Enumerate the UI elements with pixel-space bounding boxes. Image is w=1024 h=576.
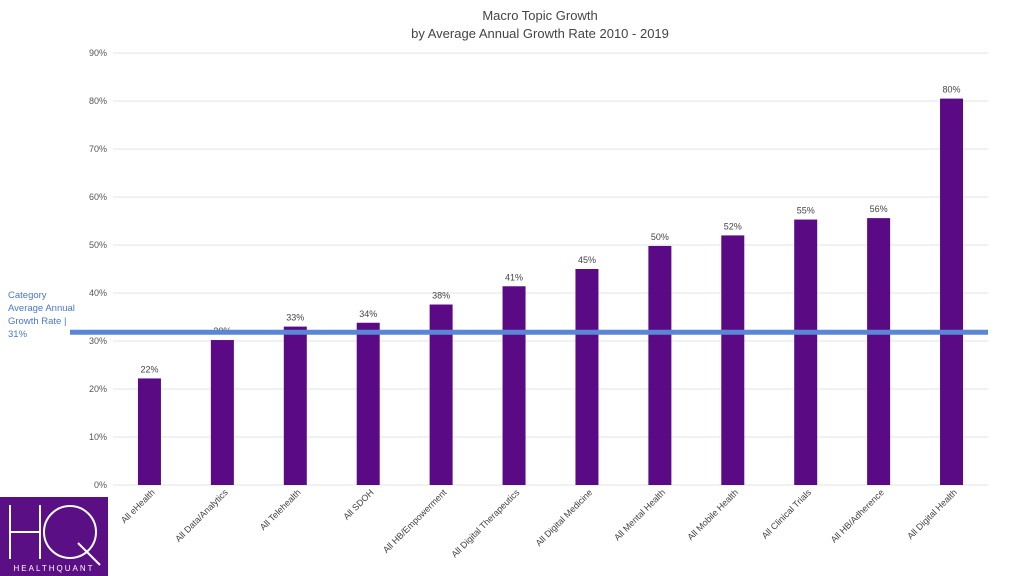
reference-label-line-4: 31% [8, 329, 28, 340]
category-label: All Digital Health [905, 487, 959, 541]
reference-label-line-3: Growth Rate | [8, 316, 66, 327]
category-label: All eHealth [119, 487, 157, 525]
y-tick-label: 0% [94, 480, 107, 490]
y-tick-label: 30% [89, 336, 107, 346]
data-label: 80% [943, 85, 961, 95]
y-tick-label: 40% [89, 288, 107, 298]
reference-label-line-2: Average Annual [8, 303, 75, 314]
bar [503, 286, 526, 485]
bar [211, 340, 234, 485]
data-label: 50% [651, 232, 669, 242]
bar [648, 246, 671, 485]
data-label: 56% [870, 204, 888, 214]
y-tick-label: 60% [89, 192, 107, 202]
y-tick-label: 90% [89, 48, 107, 58]
data-label: 33% [286, 313, 304, 323]
logo-brand-text: HEALTHQUANT [0, 564, 108, 573]
bar [721, 235, 744, 485]
data-label: 55% [797, 206, 815, 216]
bar [357, 323, 380, 485]
chart-title-line-2: by Average Annual Growth Rate 2010 - 201… [411, 26, 669, 41]
bar [284, 327, 307, 485]
category-label: All Digital Therapeutics [449, 487, 521, 559]
category-labels: All eHealth All Data/Analytics All Telehea… [119, 487, 959, 559]
bar [940, 99, 963, 485]
category-label: All Digital Medicine [534, 487, 595, 548]
y-axis-ticks: 0% 10% 20% 30% 40% 50% 60% 70% 80% 90% [89, 48, 107, 490]
category-label: All Mobile Health [685, 487, 740, 542]
data-label: 22% [140, 364, 158, 374]
bars [138, 99, 963, 485]
bar [575, 269, 598, 485]
bar [794, 220, 817, 485]
bar [138, 378, 161, 485]
y-tick-label: 50% [89, 240, 107, 250]
reference-line-group: Category Average Annual Growth Rate | 31… [8, 290, 988, 340]
category-label: All Telehealth [258, 487, 303, 532]
category-label: All Clinical Trials [760, 487, 814, 541]
category-label: All HB/Empowerment [381, 487, 449, 555]
healthquant-logo: HEALTHQUANT [0, 497, 108, 576]
data-label: 52% [724, 221, 742, 231]
y-tick-label: 80% [89, 96, 107, 106]
bar-chart: Macro Topic Growth by Average Annual Gro… [0, 0, 1024, 576]
chart-title-line-1: Macro Topic Growth [482, 8, 597, 23]
category-label: All Mental Health [612, 487, 667, 542]
category-label: All Data/Analytics [173, 487, 230, 544]
y-tick-label: 10% [89, 432, 107, 442]
gridlines [113, 53, 988, 485]
reference-label-line-1: Category [8, 290, 47, 301]
data-label: 38% [432, 291, 450, 301]
data-label: 45% [578, 255, 596, 265]
bar [867, 218, 890, 485]
category-label: All HB/Adherence [829, 487, 886, 544]
y-tick-label: 20% [89, 384, 107, 394]
data-label: 41% [505, 272, 523, 282]
data-label: 34% [359, 309, 377, 319]
category-label: All SDOH [341, 487, 375, 521]
y-tick-label: 70% [89, 144, 107, 154]
